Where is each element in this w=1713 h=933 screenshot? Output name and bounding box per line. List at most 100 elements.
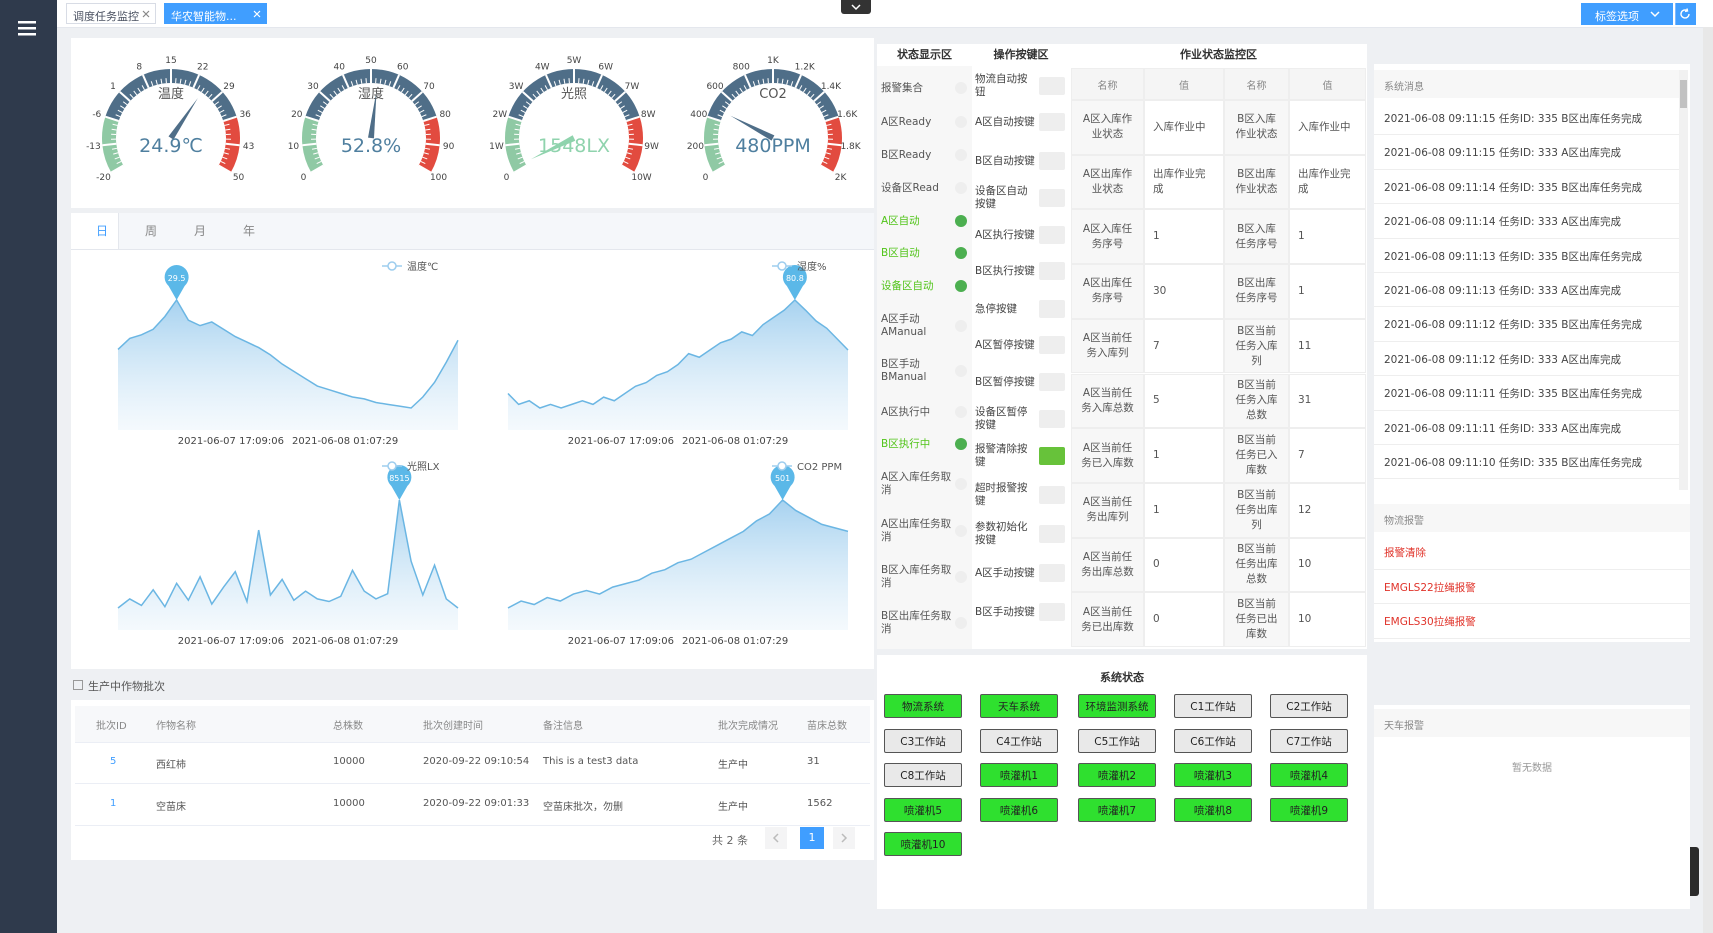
x-start-label: 2021-06-07 17:09:06 [568,636,674,647]
gauge-minor-tick [219,109,225,113]
gauge-minor-tick [355,79,358,85]
system-state-button[interactable]: 物流系统 [884,694,962,718]
toggle-switch[interactable] [1039,603,1065,621]
gauge-tick-label: 30 [307,82,319,92]
refresh-button[interactable] [1675,3,1696,25]
toggle-switch[interactable] [1039,189,1065,207]
system-state-button[interactable]: C7工作站 [1270,729,1348,753]
collapse-handle[interactable] [841,0,871,14]
system-state-button[interactable]: C2工作站 [1270,694,1348,718]
batch-cell: 1562 [807,798,833,809]
gauge-minor-tick [611,93,616,99]
page-tab[interactable]: 调度任务监控 [66,3,156,24]
system-state-button[interactable]: 喷灌机9 [1270,798,1348,822]
monitor-cell: 出库作业完成 [1144,154,1224,210]
toggle-switch[interactable] [1039,336,1065,354]
crane-panel [1374,705,1690,909]
trend-chart: 501 CO2 PPM 2021-06-07 17:09:06 2021-06-08 … [507,461,849,647]
system-state-button[interactable]: C6工作站 [1174,729,1252,753]
tab-close[interactable] [142,10,150,18]
system-state-button[interactable]: 喷灌机3 [1174,763,1252,787]
monitor-cell: 入库作业中 [1289,100,1366,155]
button-label: A区执行按键 [975,228,1035,241]
legend-text: 温度℃ [407,260,438,273]
toggle-switch[interactable] [1039,300,1065,318]
window-scrollbar [1703,27,1713,933]
gauge-minor-tick [350,81,354,87]
gauge-tick-label: 1.8K [840,142,861,152]
system-state-button[interactable]: 喷灌机5 [884,798,962,822]
toggle-switch[interactable] [1039,447,1065,465]
system-state-button[interactable]: 喷灌机1 [980,763,1058,787]
alarm-item: 报警清除 [1374,535,1690,570]
gauge-minor-tick [111,128,117,131]
toggle-switch[interactable] [1039,113,1065,131]
toggle-switch[interactable] [1039,77,1065,95]
close-icon [253,10,261,18]
gauge-minor-tick [515,123,521,126]
toggle-switch[interactable] [1039,564,1065,582]
pagination-next[interactable] [833,827,855,849]
batch-cell[interactable]: 1 [110,798,117,809]
menu-toggle[interactable] [18,20,38,36]
gauge-minor-tick [781,78,784,84]
toggle-switch[interactable] [1039,152,1065,170]
system-state-button[interactable]: C3工作站 [884,729,962,753]
pagination-page[interactable]: 1 [800,827,824,849]
batch-cell: This is a test3 data [543,756,639,767]
gauge-minor-tick [803,87,807,93]
status-indicator [955,247,967,259]
system-state-button[interactable]: 喷灌机2 [1078,763,1156,787]
system-state-button[interactable]: C5工作站 [1078,729,1156,753]
status-label: A区出库任务取消 [881,518,952,543]
gauge-minor-tick [188,81,192,87]
gauge-tick-label: 7W [625,82,640,92]
pagination-prev[interactable] [765,827,787,849]
batch-cell[interactable]: 5 [110,756,117,767]
system-state-button[interactable]: C1工作站 [1174,694,1252,718]
status-label: B区自动 [881,246,920,259]
gauge-minor-tick [419,109,425,113]
gauge-value: 52.8% [341,135,401,157]
monitor-header: 名称 [1224,68,1289,100]
panel-header: 系统消息 [1374,70,1679,98]
period-tab[interactable]: 日 [95,224,108,238]
system-state-button[interactable]: 喷灌机10 [884,832,962,856]
gauge-minor-tick [713,128,719,131]
tab-options-button[interactable]: 标签选项 [1581,3,1673,25]
gauge-minor-tick [314,156,320,160]
gauge-minor-tick [762,78,765,84]
period-tab[interactable]: 月 [193,224,206,238]
toggle-switch[interactable] [1039,410,1065,428]
toggle-switch[interactable] [1039,262,1065,280]
system-state-button[interactable]: 喷灌机8 [1174,798,1252,822]
system-state-button[interactable]: C8工作站 [884,763,962,787]
gauge-minor-tick [421,114,427,118]
gauge-minor-tick [821,109,827,113]
toggle-switch[interactable] [1039,525,1065,543]
gauge-tick-label: 80 [439,110,451,120]
status-label: B区手动BManual [881,358,927,383]
system-state-button[interactable]: 环境监测系统 [1078,694,1156,718]
gauge-needle [530,135,576,160]
toggle-switch[interactable] [1039,486,1065,504]
system-state-button[interactable]: C4工作站 [980,729,1058,753]
tab-close[interactable] [253,10,261,18]
gauge-tick-label: 50 [365,56,377,66]
batch-cell: 2020-09-22 09:01:33 [423,798,530,809]
system-state-button[interactable]: 喷灌机4 [1270,763,1348,787]
system-state-button[interactable]: 天车系统 [980,694,1058,718]
chevron-icon [772,833,779,843]
gauge-tick-label: 60 [397,63,409,73]
system-state-button[interactable]: 喷灌机7 [1078,798,1156,822]
period-tab[interactable]: 年 [242,224,255,238]
toggle-switch[interactable] [1039,226,1065,244]
status-indicator [955,406,967,418]
gauge-minor-tick [525,101,531,106]
system-state-button[interactable]: 喷灌机6 [980,798,1058,822]
toggle-switch[interactable] [1039,373,1065,391]
status-indicator [955,478,967,490]
next-icon [841,833,848,843]
period-tab[interactable]: 周 [144,224,157,238]
page-tab[interactable]: 华农智能物... [164,3,267,24]
